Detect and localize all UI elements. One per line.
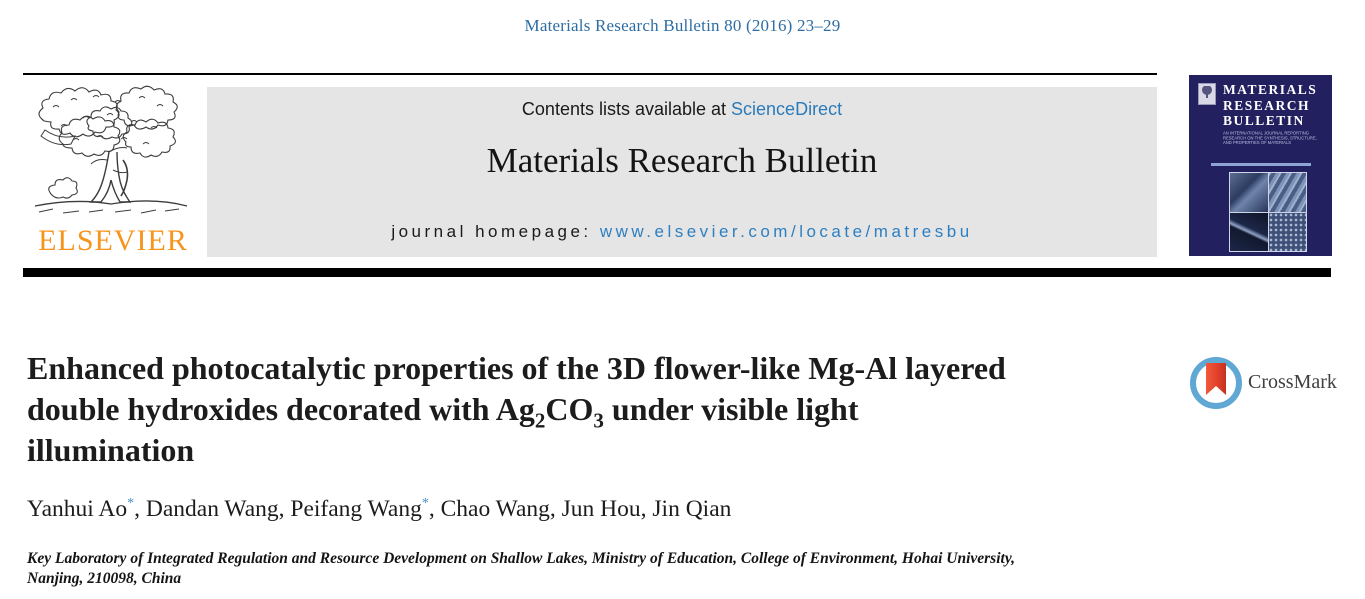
journal-homepage-link[interactable]: www.elsevier.com/locate/matresbu [599,222,973,241]
cover-micrograph [1230,173,1268,212]
journal-cover-thumbnail[interactable]: MATERIALS RESEARCH BULLETIN AN INTERNATI… [1189,75,1332,256]
article-title-line1: Enhanced photocatalytic properties of th… [27,350,1006,386]
article-title-line3: illumination [27,432,195,468]
subscript: 2 [534,408,546,433]
cover-title: MATERIALS RESEARCH BULLETIN [1223,82,1318,128]
homepage-line: journal homepage: www.elsevier.com/locat… [207,222,1157,242]
crossmark-badge[interactable]: CrossMark [1188,355,1348,411]
elsevier-tree-icon [23,82,203,224]
homepage-prefix: journal homepage: [391,222,600,241]
journal-title: Materials Research Bulletin [486,141,878,180]
elsevier-logo[interactable]: ELSEVIER [23,82,203,258]
cover-micrograph-grid [1229,172,1307,252]
cover-micrograph [1230,212,1268,251]
journal-citation: Materials Research Bulletin 80 (2016) 23… [524,16,841,35]
article-title-line2: double hydroxides decorated with Ag2CO3 … [27,391,859,433]
corresponding-author-asterisk[interactable]: * [421,496,429,512]
crossmark-label: CrossMark [1248,371,1337,393]
cover-micrograph [1268,173,1306,212]
affiliation: Key Laboratory of Integrated Regulation … [27,549,1015,589]
header-top-rule [23,73,1157,75]
corresponding-author-asterisk[interactable]: * [127,496,135,512]
sciencedirect-link[interactable]: ScienceDirect [731,99,843,119]
subscript: 3 [593,408,604,433]
author: Yanhui Ao [27,496,128,522]
affiliation-line2: Nanjing, 210098, China [27,570,182,587]
cover-subtitle: AN INTERNATIONAL JOURNAL REPORTING RESEA… [1223,131,1317,146]
header-bottom-rule [23,268,1331,277]
author-list: Yanhui Ao*, Dandan Wang, Peifang Wang*, … [27,496,731,523]
cover-micrograph [1268,212,1306,251]
elsevier-emblem-icon [1198,83,1216,105]
elsevier-wordmark: ELSEVIER [38,224,188,257]
affiliation-line1: Key Laboratory of Integrated Regulation … [27,550,1016,567]
journal-header-box: Contents lists available at ScienceDirec… [207,87,1157,257]
author: , Dandan Wang, Peifang Wang [134,496,422,522]
author: , Chao Wang, Jun Hou, Jin Qian [428,496,732,522]
article-title: Enhanced photocatalytic properties of th… [27,348,1006,471]
cover-caption-line [1211,163,1311,166]
contents-line: Contents lists available at ScienceDirec… [207,99,1157,120]
contents-line-prefix: Contents lists available at [521,99,732,119]
